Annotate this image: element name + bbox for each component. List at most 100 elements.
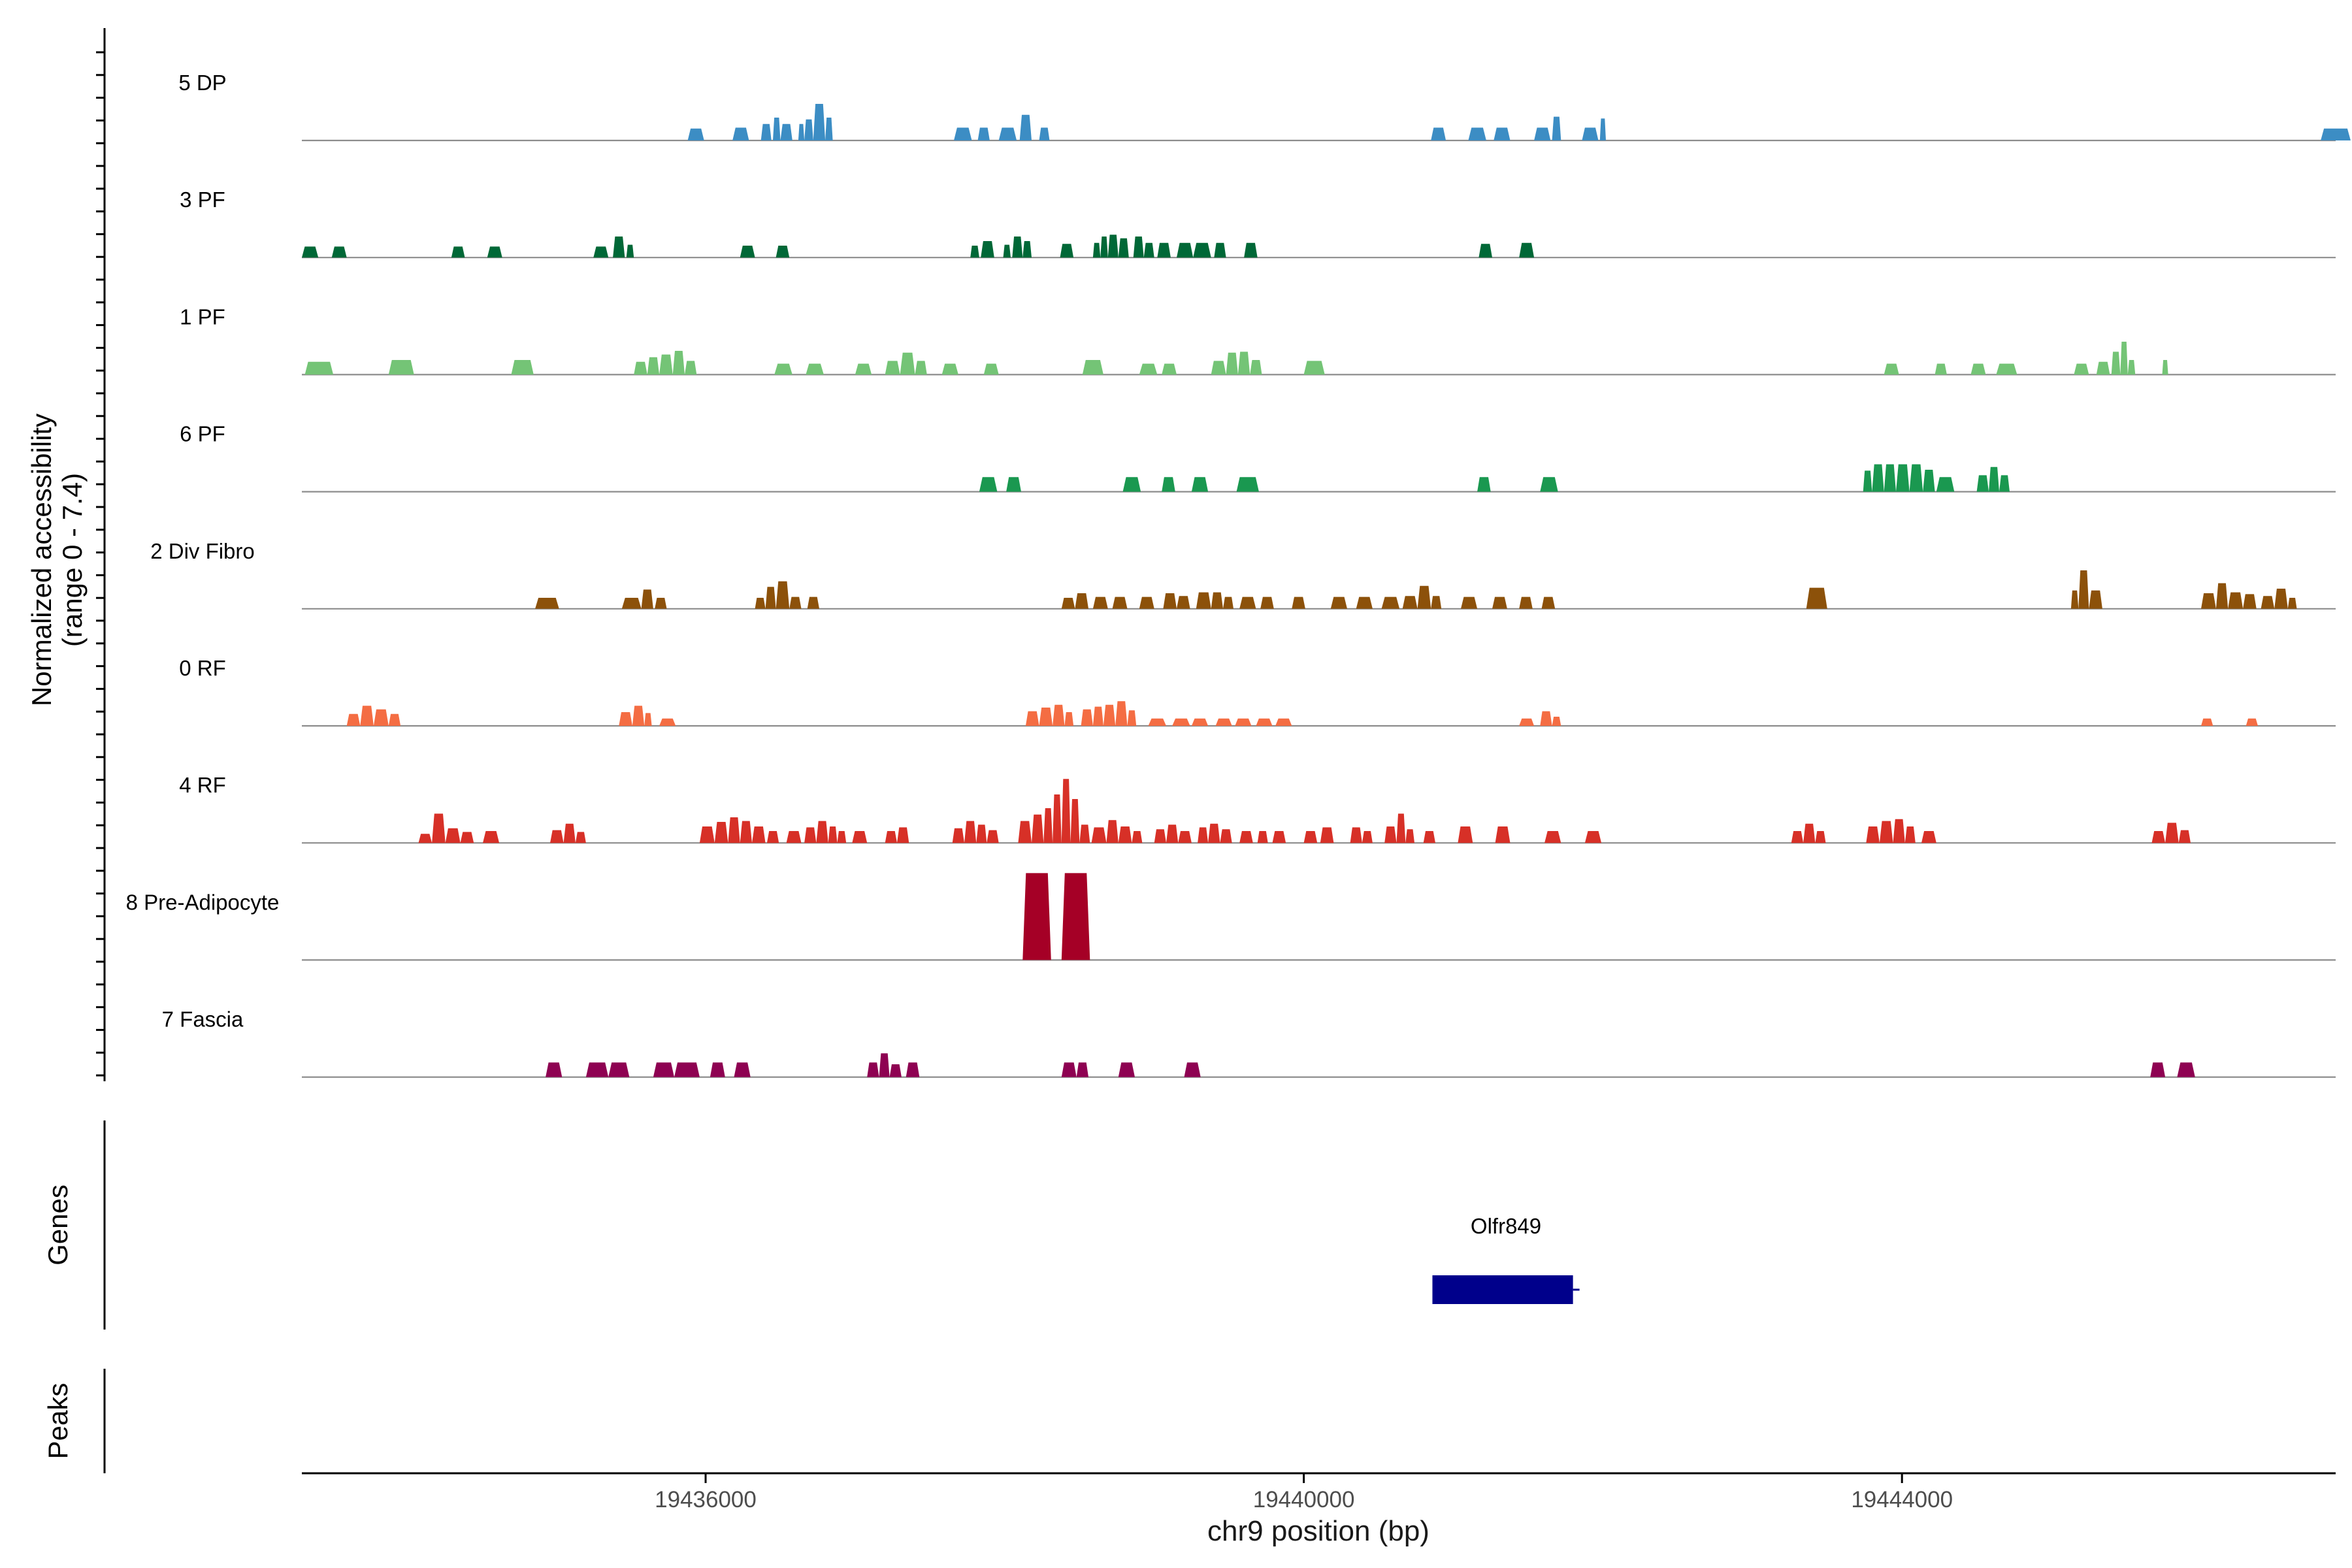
- coverage-peak: [1143, 242, 1154, 258]
- coverage-tracks: 5 DP 3 PF 1 PF 6 PF 2 Div Fibro 0 RF 4 RF 8 Pre…: [126, 71, 2351, 1078]
- track-label: 0 RF: [179, 656, 226, 680]
- coverage-peak: [647, 357, 660, 375]
- coverage-peak: [1863, 470, 1872, 492]
- coverage-peak: [1552, 116, 1561, 140]
- coverage-peak: [1893, 819, 1905, 843]
- coverage-peak: [1092, 242, 1101, 258]
- genes-panel: Genes Olfr849: [42, 1120, 1580, 1330]
- coverage-peak: [1139, 596, 1154, 609]
- coverage-peak: [644, 713, 652, 726]
- coverage-peak: [2089, 590, 2102, 609]
- coverage-peak: [1132, 831, 1143, 843]
- coverage-peak: [1091, 827, 1107, 843]
- coverage-peak: [2228, 592, 2244, 609]
- track-label: 8 Pre-Adipocyte: [126, 890, 280, 914]
- coverage-peak: [1458, 826, 1473, 843]
- coverage-peak: [1118, 1062, 1135, 1077]
- coverage-peak: [1320, 827, 1334, 843]
- coverage-peak: [983, 363, 999, 375]
- coverage-peak: [373, 709, 389, 726]
- coverage-peak: [752, 826, 766, 843]
- coverage-peak: [1079, 825, 1090, 843]
- coverage-peak: [1791, 831, 1804, 843]
- coverage-peak: [1115, 701, 1128, 726]
- coverage-peak: [1214, 242, 1226, 258]
- coverage-peak: [655, 598, 667, 609]
- coverage-peak: [621, 598, 642, 609]
- coverage-peak: [1053, 704, 1065, 726]
- coverage-peak: [1076, 1062, 1088, 1077]
- coverage-peak: [900, 352, 915, 375]
- coverage-peak: [885, 831, 897, 843]
- coverage-peak: [766, 831, 779, 843]
- coverage-peak: [732, 127, 749, 140]
- coverage-peak: [626, 244, 634, 258]
- gene-body: [1432, 1275, 1573, 1304]
- coverage-peak: [1177, 596, 1190, 609]
- x-tick-label: 19444000: [1851, 1487, 1953, 1512]
- coverage-peak: [346, 713, 361, 726]
- coverage-peak: [807, 596, 819, 609]
- coverage-peak: [1417, 585, 1431, 609]
- coverage-peak: [828, 826, 838, 843]
- track-label: 3 PF: [180, 188, 225, 212]
- coverage-peak: [1211, 361, 1226, 375]
- coverage-peak: [1012, 237, 1023, 258]
- coverage-peak: [1112, 596, 1128, 609]
- coverage-peak: [451, 246, 465, 258]
- coverage-peak: [998, 127, 1017, 140]
- coverage-peak: [1256, 718, 1273, 726]
- coverage-peak: [954, 127, 972, 140]
- coverage-peak: [855, 363, 872, 375]
- track: 0 RF: [179, 656, 2336, 727]
- coverage-peak: [1172, 718, 1190, 726]
- coverage-peak: [1405, 829, 1414, 843]
- coverage-peak: [1519, 718, 1535, 726]
- coverage-peak: [432, 813, 446, 843]
- coverage-peak: [1198, 827, 1209, 843]
- coverage-peak: [1970, 363, 1986, 375]
- coverage-peak: [1081, 709, 1093, 726]
- coverage-peak: [2178, 830, 2191, 843]
- coverage-peak: [685, 361, 697, 375]
- coverage-peak: [1423, 831, 1435, 843]
- coverage-peak: [593, 246, 609, 258]
- coverage-peak: [806, 363, 824, 375]
- coverage-peak: [674, 1062, 700, 1077]
- coverage-peak: [1540, 711, 1552, 726]
- coverage-peak: [1544, 831, 1561, 843]
- coverage-peak: [1584, 831, 1602, 843]
- coverage-peak: [979, 477, 998, 492]
- coverage-peak: [760, 123, 772, 140]
- coverage-peak: [1292, 596, 1305, 609]
- coverage-peak: [897, 827, 909, 843]
- coverage-peak: [585, 1062, 609, 1077]
- coverage-peak: [740, 821, 752, 843]
- coverage-peak: [1461, 596, 1478, 609]
- coverage-peak: [776, 246, 790, 258]
- coverage-peak: [1211, 592, 1223, 609]
- coverage-peak: [714, 822, 728, 843]
- x-tick-label: 19436000: [655, 1487, 757, 1512]
- coverage-peak: [1032, 814, 1044, 843]
- coverage-peak: [1064, 712, 1074, 726]
- coverage-peak: [1157, 242, 1171, 258]
- coverage-peak: [1043, 808, 1053, 843]
- coverage-peak: [511, 360, 534, 375]
- coverage-peak: [1303, 361, 1325, 375]
- coverage-peak: [563, 823, 576, 843]
- peaks-panel: Peaks: [42, 1369, 106, 1473]
- coverage-peak: [915, 361, 927, 375]
- coverage-peak: [1492, 596, 1507, 609]
- coverage-peak: [1431, 127, 1446, 140]
- track-label: 7 Fascia: [162, 1007, 244, 1032]
- genes-track-label: Genes: [42, 1184, 73, 1266]
- gene-items: Olfr849: [1432, 1214, 1580, 1304]
- coverage-peak: [740, 246, 755, 258]
- coverage-peak: [1139, 363, 1158, 375]
- coverage-peak: [1250, 360, 1262, 375]
- coverage-peak: [1184, 1062, 1201, 1077]
- coverage-peak: [1070, 799, 1080, 843]
- coverage-peak: [302, 246, 319, 258]
- coverage-peak: [755, 598, 766, 609]
